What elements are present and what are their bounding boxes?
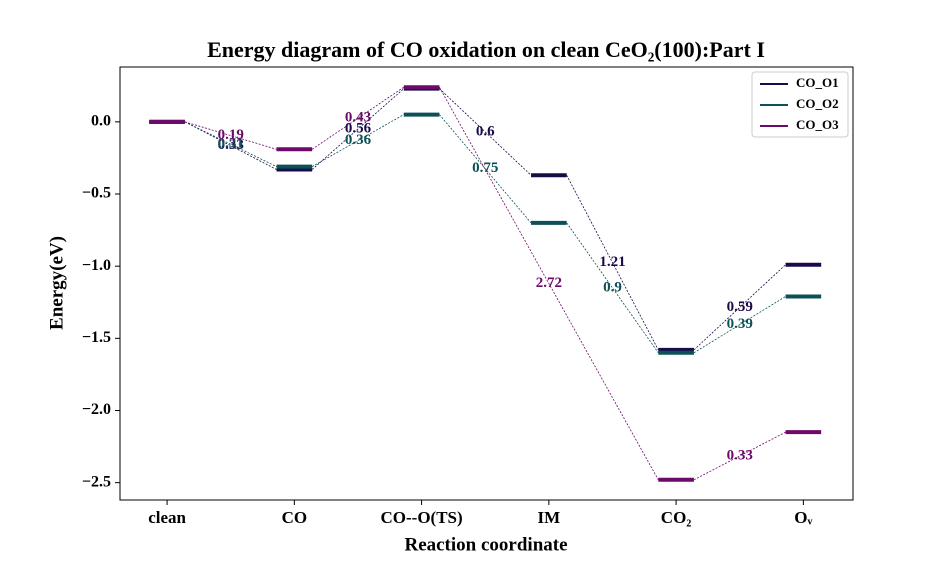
barrier-label: 0.33 xyxy=(727,447,753,463)
x-tick-label: CO xyxy=(282,508,308,527)
y-tick-label: −2.5 xyxy=(82,473,111,490)
connector xyxy=(566,175,659,351)
barrier-label: 1.21 xyxy=(599,254,625,270)
connector xyxy=(439,87,659,480)
connector xyxy=(693,296,786,354)
barrier-label: 0.75 xyxy=(472,160,498,176)
y-tick-label: −1.5 xyxy=(82,329,111,346)
x-tick-label: CO--O(TS) xyxy=(381,508,463,527)
x-axis-label: Reaction coordinate xyxy=(404,534,567,555)
connector xyxy=(439,88,532,176)
connector xyxy=(311,114,404,167)
barrier-label: 0.43 xyxy=(345,110,371,126)
y-tick-label: −0.5 xyxy=(82,185,111,202)
legend-box xyxy=(751,71,849,138)
barrier-label: 0.39 xyxy=(727,316,753,332)
barrier-label: 0.36 xyxy=(345,132,372,148)
y-tick-label: −2.0 xyxy=(82,401,111,418)
connector xyxy=(184,121,277,167)
x-tick-label: clean xyxy=(148,508,186,527)
barrier-label: 0.56 xyxy=(345,121,372,137)
x-tick-label: Oᵥ xyxy=(794,508,813,527)
legend-label: CO_O2 xyxy=(796,96,839,111)
barrier-label: 0.19 xyxy=(218,127,244,143)
x-tick-label: IM xyxy=(538,508,561,527)
plot-frame xyxy=(119,66,854,501)
chart-title: Energy diagram of CO oxidation on clean … xyxy=(207,37,765,62)
legend-label: CO_O3 xyxy=(796,117,839,132)
connector xyxy=(566,222,659,354)
x-tick-label: CO₂ xyxy=(661,508,692,527)
barrier-label: 0.31 xyxy=(218,136,244,152)
connector xyxy=(439,114,532,224)
connector xyxy=(311,88,405,170)
connector xyxy=(311,86,405,150)
y-tick-label: −1.0 xyxy=(82,257,111,274)
barrier-label: 0.59 xyxy=(727,299,753,315)
barrier-label: 0.9 xyxy=(603,279,622,295)
barrier-label: 0.6 xyxy=(476,123,495,139)
connector xyxy=(184,121,277,150)
y-axis-label: Energy(eV) xyxy=(46,236,67,330)
legend-label: CO_O1 xyxy=(796,75,839,90)
y-tick-label: 0.0 xyxy=(91,113,111,130)
barrier-label: 2.72 xyxy=(536,275,562,291)
